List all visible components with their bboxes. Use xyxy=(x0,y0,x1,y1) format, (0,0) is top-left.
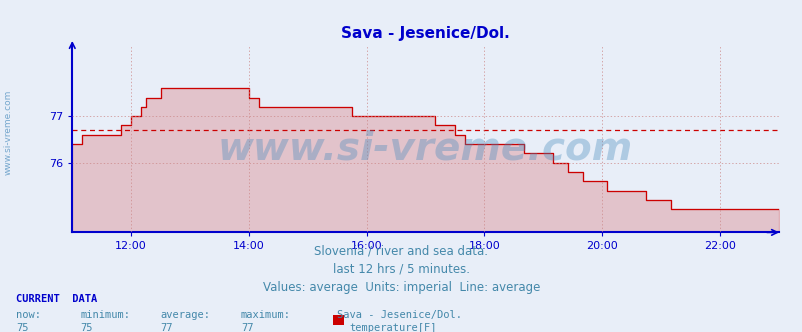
Text: Slovenia / river and sea data.: Slovenia / river and sea data. xyxy=(314,244,488,257)
Text: www.si-vreme.com: www.si-vreme.com xyxy=(217,130,633,168)
Text: www.si-vreme.com: www.si-vreme.com xyxy=(4,90,13,176)
Text: 75: 75 xyxy=(16,323,29,332)
Text: Values: average  Units: imperial  Line: average: Values: average Units: imperial Line: av… xyxy=(262,281,540,293)
Text: Sava - Jesenice/Dol.: Sava - Jesenice/Dol. xyxy=(337,310,462,320)
Text: average:: average: xyxy=(160,310,210,320)
Text: 77: 77 xyxy=(160,323,173,332)
Text: CURRENT  DATA: CURRENT DATA xyxy=(16,294,97,304)
Text: 77: 77 xyxy=(241,323,253,332)
Text: temperature[F]: temperature[F] xyxy=(349,323,436,332)
Text: now:: now: xyxy=(16,310,41,320)
Text: maximum:: maximum: xyxy=(241,310,290,320)
Text: minimum:: minimum: xyxy=(80,310,130,320)
Title: Sava - Jesenice/Dol.: Sava - Jesenice/Dol. xyxy=(341,26,509,41)
Text: last 12 hrs / 5 minutes.: last 12 hrs / 5 minutes. xyxy=(333,262,469,275)
Text: 75: 75 xyxy=(80,323,93,332)
